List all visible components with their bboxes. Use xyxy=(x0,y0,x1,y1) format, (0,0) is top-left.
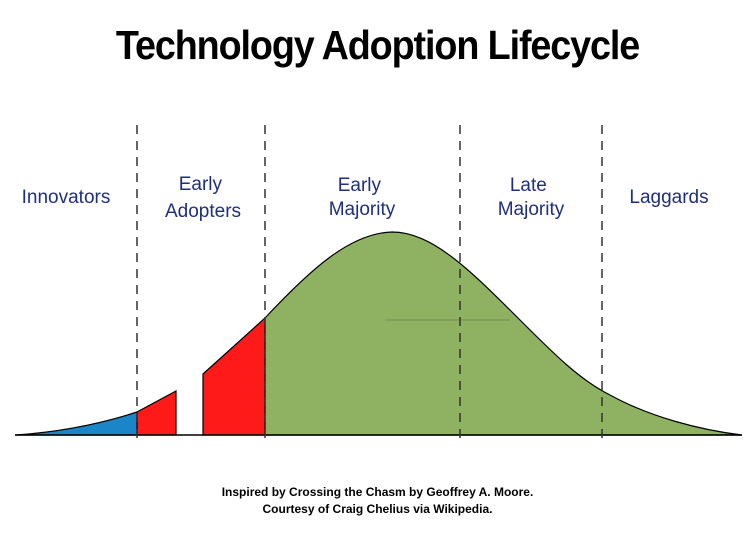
label-early-majority-line-2: Majority xyxy=(329,199,396,220)
label-early-adopters-line-2: Adopters xyxy=(165,201,241,222)
page-title: Technology Adoption Lifecycle xyxy=(115,22,640,68)
innovators-area xyxy=(14,411,138,436)
credits-line-2: Courtesy of Craig Chelius via Wikipedia. xyxy=(262,502,493,516)
label-late-majority-line-2: Majority xyxy=(498,199,565,220)
label-early-adopters-line-1: Early xyxy=(179,174,223,195)
label-early-majority: Early Majority xyxy=(329,175,396,220)
label-laggards-line-1: Laggards xyxy=(629,187,708,208)
credits: Inspired by Crossing the Chasm by Geoffr… xyxy=(0,484,755,518)
label-early-adopters: Early Adopters xyxy=(165,174,241,222)
label-innovators: Innovators xyxy=(22,187,111,208)
label-early-majority-line-1: Early xyxy=(338,175,382,196)
label-late-majority: Late Majority xyxy=(498,175,565,220)
early-adopters-area-left xyxy=(136,389,177,436)
label-late-majority-line-1: Late xyxy=(510,175,547,196)
label-laggards: Laggards xyxy=(629,187,708,208)
majority-laggards-area xyxy=(264,231,743,436)
early-adopters-area-right xyxy=(202,316,266,436)
label-innovators-line-1: Innovators xyxy=(22,187,111,208)
credits-line-1: Inspired by Crossing the Chasm by Geoffr… xyxy=(221,485,534,499)
